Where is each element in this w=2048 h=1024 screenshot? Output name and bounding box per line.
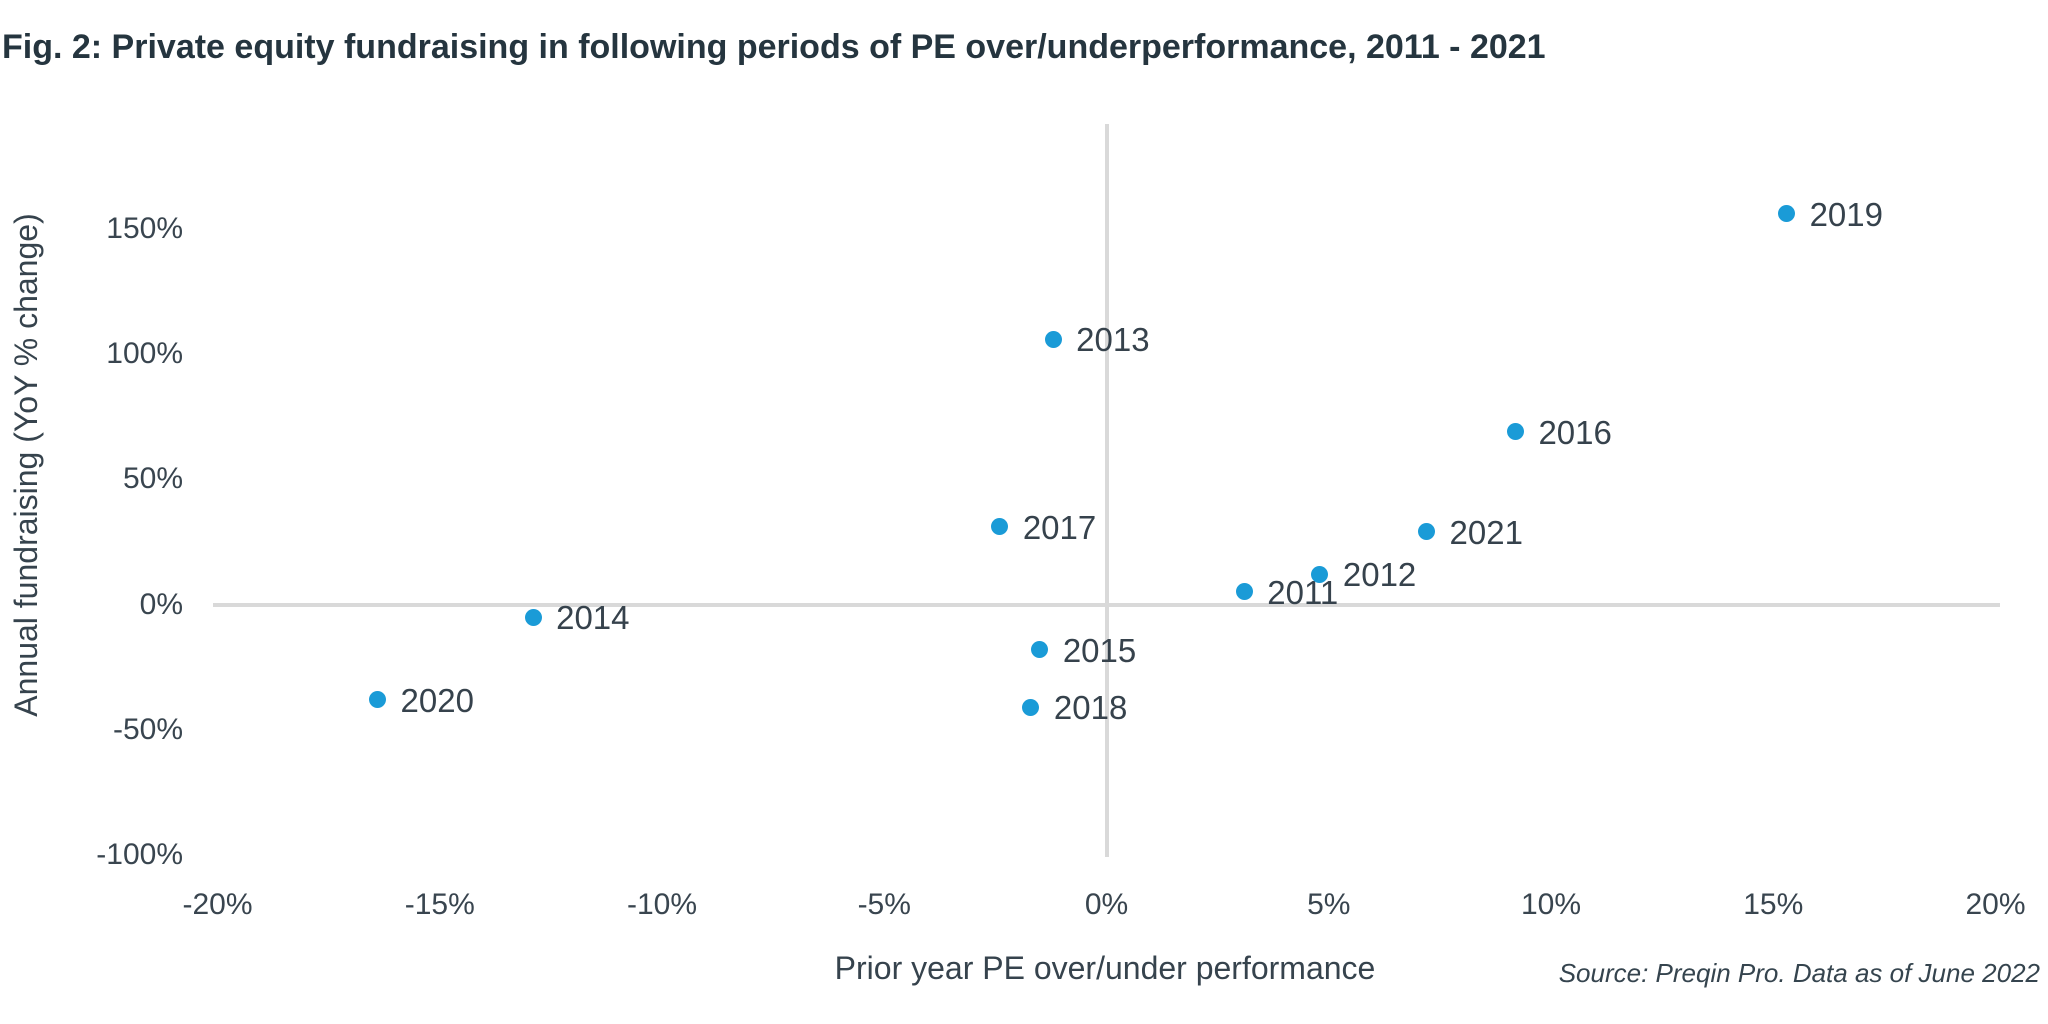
x-axis-title: Prior year PE over/under performance: [834, 950, 1376, 986]
data-point-dot-2011: [1235, 583, 1253, 601]
data-point-label-2012: 2012: [1342, 556, 1417, 594]
source-note: Source: Preqin Pro. Data as of June 2022: [1558, 958, 2040, 988]
data-point-dot-2019: [1778, 205, 1796, 223]
data-point-label-2011: 2011: [1267, 573, 1339, 611]
chart-title: Fig. 2: Private equity fundraising in fo…: [2, 28, 1546, 66]
x-tick-label: 15%: [1743, 888, 1804, 921]
y-tick-label: -100%: [96, 837, 183, 871]
data-point-label-2021: 2021: [1449, 513, 1523, 551]
y-tick-label: 50%: [122, 462, 183, 496]
x-tick-label: 10%: [1520, 888, 1582, 921]
data-point-dot-2018: [1022, 698, 1040, 716]
y-tick-label: 100%: [106, 337, 183, 371]
data-point-dot-2015: [1031, 641, 1049, 659]
y-tick-label: 0%: [139, 587, 183, 621]
x-tick-label: -20%: [182, 888, 253, 921]
x-tick-label: -10%: [626, 888, 698, 921]
data-point-dot-2012: [1311, 565, 1329, 583]
y-zero-axis-line: [213, 602, 2000, 607]
data-point-dot-2020: [369, 691, 387, 709]
y-tick-label: 150%: [106, 211, 183, 245]
data-point-label-2019: 2019: [1809, 195, 1883, 233]
data-point-label-2014: 2014: [556, 599, 630, 637]
data-point-label-2013: 2013: [1076, 321, 1150, 359]
x-tick-label: -15%: [404, 888, 475, 921]
data-point-dot-2016: [1506, 423, 1524, 441]
data-point-dot-2021: [1418, 523, 1436, 541]
x-tick-label: 20%: [1965, 888, 2026, 921]
data-point-dot-2017: [991, 518, 1009, 536]
x-tick-label: -5%: [857, 888, 911, 921]
data-point-label-2018: 2018: [1053, 689, 1128, 727]
data-point-dot-2014: [524, 608, 542, 626]
data-point-label-2017: 2017: [1022, 508, 1097, 546]
data-point-label-2015: 2015: [1062, 631, 1137, 669]
data-point-dot-2013: [1044, 330, 1062, 348]
x-zero-axis-line: [1104, 123, 1109, 858]
data-point-label-2016: 2016: [1538, 413, 1612, 451]
x-tick-label: 5%: [1307, 888, 1351, 921]
x-tick-label: 0%: [1084, 888, 1129, 921]
y-tick-label: -50%: [112, 712, 183, 746]
data-point-label-2020: 2020: [400, 681, 474, 719]
